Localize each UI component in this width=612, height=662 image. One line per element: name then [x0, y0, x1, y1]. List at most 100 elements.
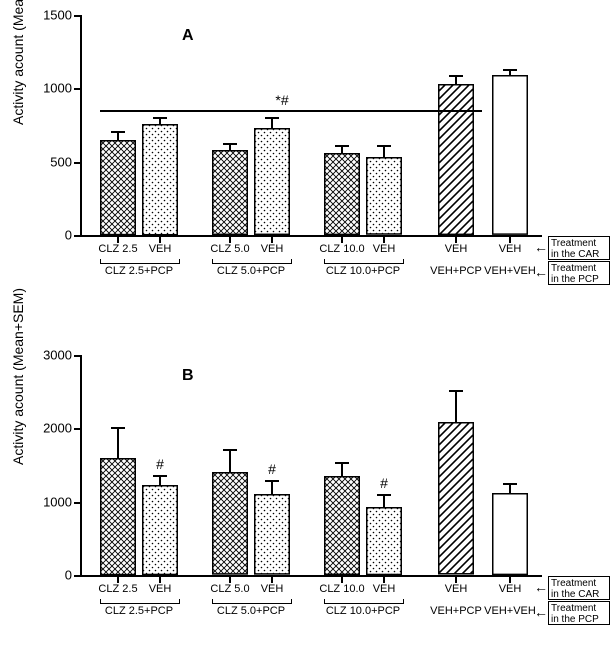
- bar: [492, 493, 528, 575]
- xtick: [229, 575, 231, 583]
- legend-pcp-A: Treatmentin the PCP: [548, 261, 610, 285]
- xtick: [383, 235, 385, 243]
- ytick: [74, 575, 82, 577]
- legend-car-text-B: Treatmentin the CAR: [551, 578, 599, 600]
- error-cap: [111, 131, 125, 133]
- xtick-label: CLZ 10.0: [319, 583, 364, 595]
- ytick-label: 0: [65, 568, 72, 583]
- error-cap: [377, 494, 391, 496]
- xtick: [159, 235, 161, 243]
- xtick-label: CLZ 2.5: [98, 243, 137, 255]
- xtick: [509, 235, 511, 243]
- bar: [492, 75, 528, 235]
- bar: [366, 157, 402, 235]
- xtick: [271, 575, 273, 583]
- error-cap: [265, 480, 279, 482]
- xtick: [271, 235, 273, 243]
- xtick-label: CLZ 5.0: [210, 583, 249, 595]
- arrow-car-A: ←: [534, 239, 548, 255]
- error-bar: [229, 450, 231, 472]
- group-label: VEH+VEH: [484, 605, 536, 617]
- legend-car-B: Treatmentin the CAR: [548, 576, 610, 600]
- group-bracket: [324, 599, 404, 604]
- arrow-pcp-B: ←: [534, 604, 548, 620]
- ylabel-B: Activity acount (Mean+SEM): [10, 288, 26, 465]
- error-cap: [377, 145, 391, 147]
- error-cap: [503, 69, 517, 71]
- xtick: [455, 235, 457, 243]
- ylabel-A: Activity acount (Mean+SEM): [10, 0, 26, 125]
- xtick-label: VEH: [149, 583, 172, 595]
- group-label: CLZ 2.5+PCP: [105, 265, 173, 277]
- group-label: CLZ 5.0+PCP: [217, 605, 285, 617]
- error-bar: [271, 118, 273, 128]
- hash-marker: #: [268, 461, 276, 477]
- error-cap: [265, 117, 279, 119]
- error-cap: [153, 475, 167, 477]
- xtick: [229, 235, 231, 243]
- ytick-label: 1000: [43, 81, 72, 96]
- ytick-label: 2000: [43, 421, 72, 436]
- ytick: [74, 428, 82, 430]
- error-cap: [335, 462, 349, 464]
- page: Activity acount (Mean+SEM) A 05001000150…: [0, 0, 612, 662]
- xtick-label: VEH: [499, 243, 522, 255]
- panel-letter-B: B: [182, 367, 194, 385]
- group-bracket: [100, 259, 180, 264]
- xtick: [455, 575, 457, 583]
- bar: [438, 84, 474, 235]
- ytick: [74, 235, 82, 237]
- plot-area-B: B 0100020003000CLZ 2.5#VEHCLZ 5.0#VEHCLZ…: [80, 355, 542, 577]
- xtick-label: VEH: [445, 583, 468, 595]
- error-bar: [455, 391, 457, 423]
- xtick: [117, 575, 119, 583]
- bar: [324, 476, 360, 575]
- xtick-label: VEH: [261, 243, 284, 255]
- group-label: VEH+PCP: [430, 605, 482, 617]
- error-bar: [341, 463, 343, 476]
- bar: [254, 128, 290, 235]
- group-bracket: [324, 259, 404, 264]
- xtick-label: CLZ 10.0: [319, 243, 364, 255]
- xtick-label: CLZ 5.0: [210, 243, 249, 255]
- legend-pcp-text-B: Treatmentin the PCP: [551, 603, 599, 625]
- ytick-label: 0: [65, 228, 72, 243]
- chart-B: Activity acount (Mean+SEM) B 01000200030…: [0, 345, 612, 655]
- bar: [254, 494, 290, 575]
- legend-pcp-B: Treatmentin the PCP: [548, 601, 610, 625]
- xtick: [159, 575, 161, 583]
- xtick-label: VEH: [445, 243, 468, 255]
- error-cap: [503, 483, 517, 485]
- plot-area-A: A 050010001500CLZ 2.5VEHCLZ 5.0VEHCLZ 10…: [80, 15, 542, 237]
- bar: [100, 458, 136, 575]
- ytick: [74, 355, 82, 357]
- bar: [212, 472, 248, 575]
- error-bar: [509, 484, 511, 493]
- error-cap: [153, 117, 167, 119]
- error-bar: [117, 428, 119, 457]
- error-cap: [223, 449, 237, 451]
- ytick: [74, 502, 82, 504]
- ytick: [74, 88, 82, 90]
- bar: [212, 150, 248, 235]
- significance-label: *#: [275, 92, 288, 108]
- group-label: VEH+VEH: [484, 265, 536, 277]
- error-bar: [383, 495, 385, 507]
- bar: [142, 485, 178, 575]
- ytick-label: 1000: [43, 494, 72, 509]
- group-bracket: [212, 259, 292, 264]
- error-cap: [335, 145, 349, 147]
- legend-car-A: Treatmentin the CAR: [548, 236, 610, 260]
- xtick-label: VEH: [499, 583, 522, 595]
- error-cap: [223, 143, 237, 145]
- arrow-car-B: ←: [534, 579, 548, 595]
- xtick-label: CLZ 2.5: [98, 583, 137, 595]
- bar: [324, 153, 360, 235]
- hash-marker: #: [380, 475, 388, 491]
- bar: [438, 422, 474, 575]
- xtick: [341, 575, 343, 583]
- group-label: CLZ 2.5+PCP: [105, 605, 173, 617]
- bar: [142, 124, 178, 235]
- chart-A: Activity acount (Mean+SEM) A 05001000150…: [0, 5, 612, 315]
- legend-car-text-A: Treatmentin the CAR: [551, 238, 599, 260]
